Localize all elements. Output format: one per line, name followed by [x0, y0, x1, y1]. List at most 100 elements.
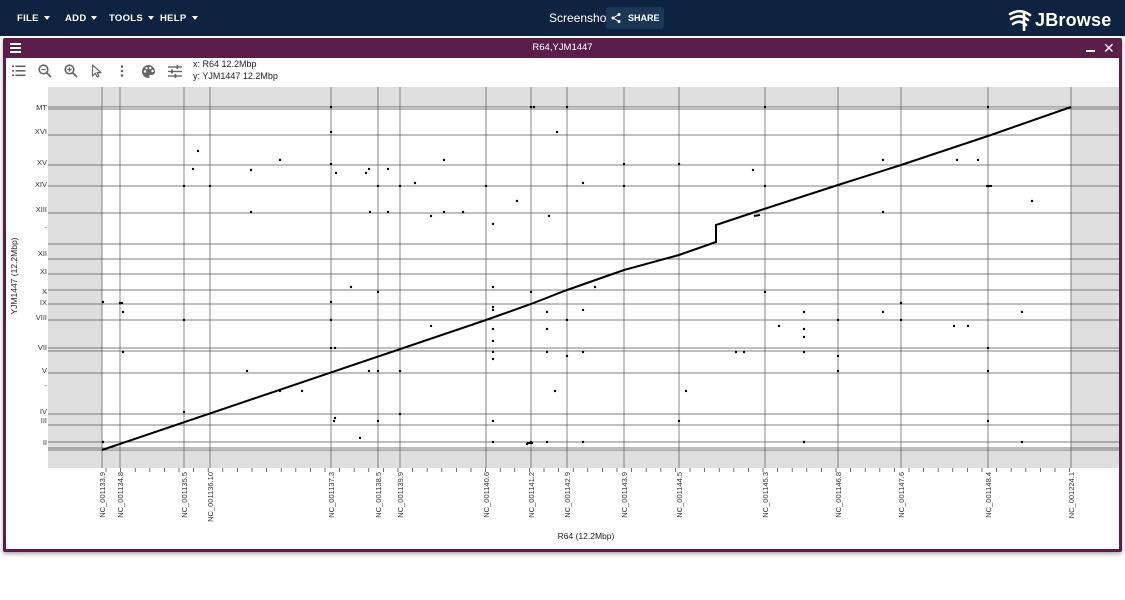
alignment-dot — [491, 339, 495, 343]
chevron-down-icon — [43, 16, 50, 20]
x-axis-tick-label: NC_001133.9 — [98, 472, 107, 518]
alignment-dot — [118, 301, 122, 305]
alignment-dot — [565, 318, 569, 322]
tools-menu[interactable]: TOOLS — [109, 0, 155, 36]
alignment-dot — [329, 130, 333, 134]
x-axis-tick-label: NC_001143.9 — [620, 472, 629, 518]
alignment-dot — [976, 158, 980, 162]
alignment-dot — [955, 158, 959, 162]
alignment-dot — [952, 324, 956, 328]
x-axis-title: R64 (12.2Mbp) — [558, 531, 615, 541]
alignment-dot — [491, 222, 495, 226]
cursor-icon[interactable] — [88, 62, 106, 80]
alignment-dot — [376, 369, 380, 373]
alignment-dot — [386, 210, 390, 214]
alignment-dot — [763, 184, 767, 188]
list-icon[interactable] — [10, 62, 28, 80]
alignment-dot — [121, 310, 125, 314]
alignment-dot — [966, 324, 970, 328]
y-axis-tick-label: XI — [40, 267, 47, 276]
alignment-dot — [1030, 199, 1034, 203]
alignment-dot — [491, 440, 495, 444]
y-axis-tick-label: IV — [40, 407, 47, 416]
help-menu[interactable]: HELP — [160, 0, 198, 36]
alignment-dot — [836, 318, 840, 322]
alignment-dot — [398, 369, 402, 373]
alignment-dot — [802, 327, 806, 331]
alignment-dot — [364, 171, 368, 175]
y-coordinate-readout: y: YJM1447 12.2Mbp — [193, 71, 278, 81]
share-button[interactable]: SHARE — [606, 7, 664, 29]
y-axis-tick-label: VII — [38, 343, 47, 352]
alignment-dot — [684, 389, 688, 393]
alignment-dot — [742, 350, 746, 354]
zoom-in-icon[interactable] — [62, 62, 80, 80]
file-menu[interactable]: FILE — [17, 0, 50, 36]
alignment-dot — [565, 105, 569, 109]
alignment-dot — [553, 389, 557, 393]
alignment-dot — [986, 419, 990, 423]
close-icon[interactable]: ✕ — [1103, 40, 1115, 56]
chevron-down-icon — [148, 16, 155, 20]
alignment-dot — [593, 285, 597, 289]
alignment-dot — [413, 181, 417, 185]
alignment-dot — [547, 214, 551, 218]
tools-menu-label: TOOLS — [109, 12, 144, 24]
tune-icon[interactable] — [166, 62, 184, 80]
alignment-dot — [429, 324, 433, 328]
palette-icon[interactable] — [139, 62, 157, 80]
alignment-dot — [881, 158, 885, 162]
alignment-dot — [120, 301, 124, 305]
minimize-icon[interactable] — [1086, 50, 1095, 52]
more-vertical-icon[interactable] — [113, 62, 131, 80]
x-axis-tick-label: NC_001148.4 — [984, 472, 993, 518]
x-axis-tick-label: NC_001146.8 — [834, 472, 843, 518]
view-header: R64,YJM1447 ✕ — [3, 38, 1122, 58]
add-menu[interactable]: ADD — [65, 0, 98, 36]
alignment-dot — [386, 167, 390, 171]
dotplot-canvas[interactable]: NC_001133.9 NC_001134.8 NC_001135.5 NC_0011… — [6, 58, 1119, 549]
y-axis-tick-label: VIII — [36, 313, 47, 322]
y-axis-tick-label: XII — [38, 249, 47, 258]
alignment-dot — [545, 310, 549, 314]
alignment-dot — [484, 184, 488, 188]
alignment-dot — [545, 350, 549, 354]
y-axis-tick-label: XV — [37, 158, 47, 167]
alignment-dot — [802, 350, 806, 354]
alignment-dot — [581, 350, 585, 354]
alignment-dot — [751, 168, 755, 172]
view-menu-icon[interactable] — [10, 43, 21, 55]
alignment-dot — [182, 184, 186, 188]
alignment-dot — [334, 171, 338, 175]
alignment-dot — [278, 389, 282, 393]
alignment-dot — [278, 158, 282, 162]
alignment-dot — [491, 285, 495, 289]
alignment-dot — [442, 210, 446, 214]
alignment-dot — [581, 308, 585, 312]
alignment-dot — [329, 162, 333, 166]
app-bar: FILE ADD TOOLS HELP Screenshot SHARE JBr… — [0, 0, 1125, 36]
alignment-dot — [581, 181, 585, 185]
x-axis-tick-label: NC_001137.3 — [327, 472, 336, 518]
chevron-down-icon — [191, 16, 198, 20]
alignment-dot — [545, 327, 549, 331]
session-name[interactable]: Screenshot — [549, 11, 610, 25]
y-axis-tick-label: XVI — [35, 127, 47, 136]
alignment-dot — [491, 308, 495, 312]
alignment-dot — [300, 389, 304, 393]
alignment-dot — [529, 290, 533, 294]
alignment-dot — [986, 369, 990, 373]
plot-area — [102, 107, 1071, 450]
alignment-dot — [677, 162, 681, 166]
alignment-dot — [358, 436, 362, 440]
y-axis-tick-label: V — [42, 366, 47, 375]
zoom-out-icon[interactable] — [36, 62, 54, 80]
alignment-segment — [753, 214, 761, 217]
x-axis-tick-label: NC_001142.9 — [563, 472, 572, 518]
alignment-dot — [986, 346, 990, 350]
alignment-dot — [881, 210, 885, 214]
x-axis-tick-label: NC_001147.6 — [897, 472, 906, 518]
alignment-dot — [491, 305, 495, 309]
view-body: x: R64 12.2Mbp y: YJM1447 12.2Mbp NC_001… — [6, 58, 1119, 549]
x-axis-tick-label: NC_001224.1 — [1067, 472, 1076, 518]
